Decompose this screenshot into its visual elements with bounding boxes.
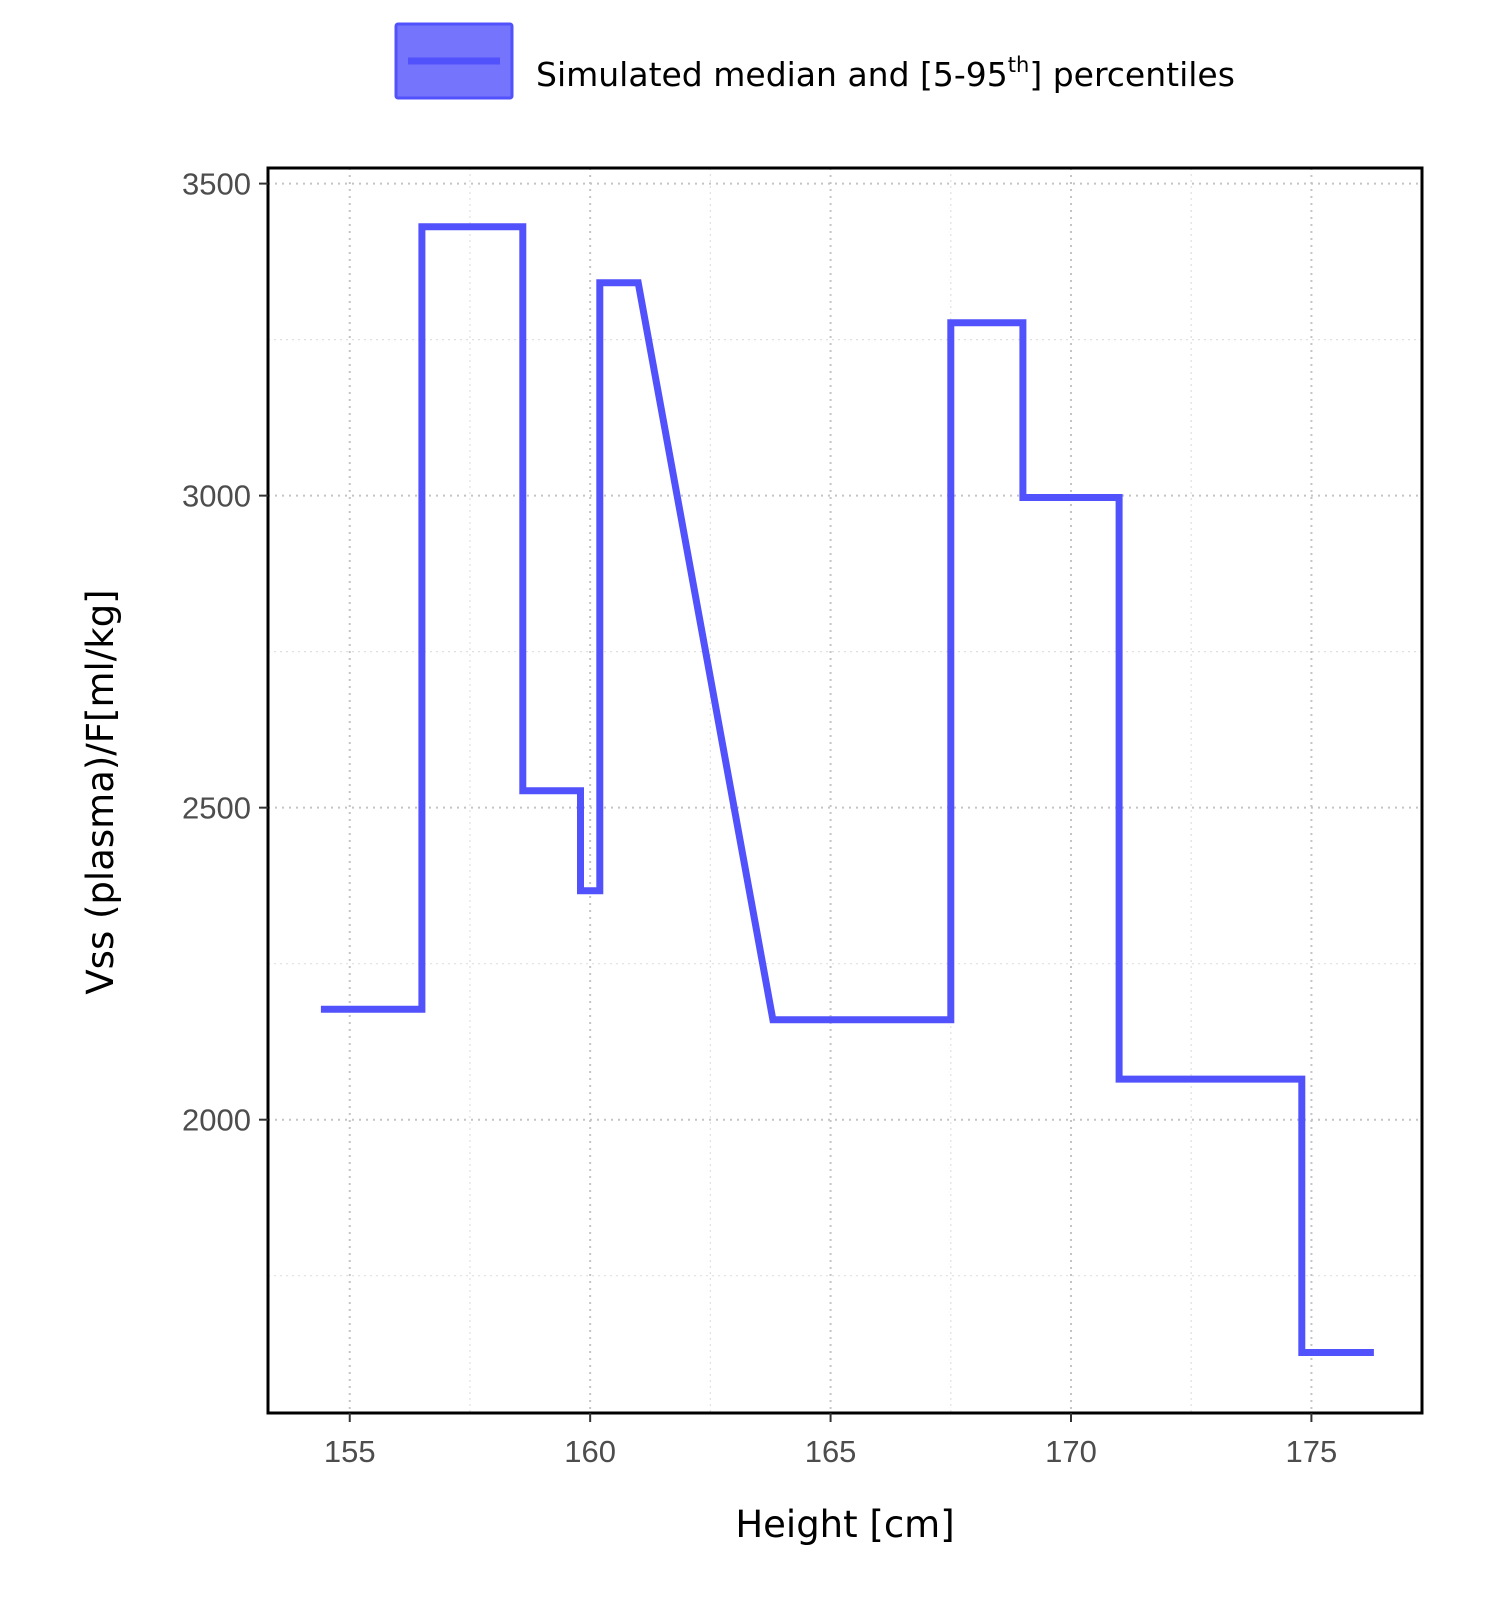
x-tick-label: 170 (1045, 1434, 1097, 1469)
axes (266, 166, 1424, 1415)
legend: Simulated median and [5-95th] percentile… (394, 22, 1235, 100)
y-axis-title: Vss (plasma)/F[ml/kg] (79, 589, 122, 994)
plot-panel-border (266, 166, 1424, 1415)
x-tick-label: 155 (324, 1434, 376, 1469)
series-line-1 (320, 223, 1374, 1356)
gridlines (268, 168, 1422, 1413)
legend-label: Simulated median and [5-95th] percentile… (536, 53, 1235, 94)
y-tick-label: 2500 (182, 791, 251, 826)
ticks: 155 160 165 170 175 2000 2500 3000 3500 (182, 167, 1337, 1469)
x-tick-label: 165 (805, 1434, 857, 1469)
x-axis-title: Height [cm] (735, 1503, 954, 1546)
x-tick-label: 175 (1286, 1434, 1338, 1469)
y-tick-label: 3000 (182, 479, 251, 514)
x-tick-label: 160 (564, 1434, 616, 1469)
y-tick-label: 2000 (182, 1103, 251, 1138)
series-layer (320, 223, 1374, 1356)
y-tick-label: 3500 (182, 167, 251, 202)
